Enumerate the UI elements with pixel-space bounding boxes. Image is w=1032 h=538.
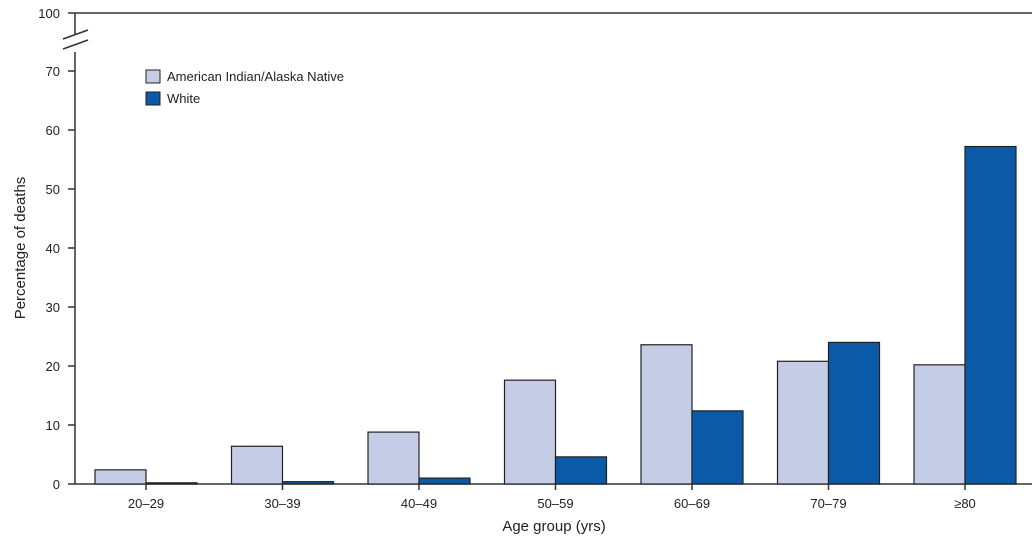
x-axis-label: Age group (yrs) xyxy=(502,518,605,535)
x-tick-label-2: 40–49 xyxy=(401,496,437,511)
axis-break-mark-1 xyxy=(62,29,89,40)
bar-white-4 xyxy=(691,410,744,485)
y-tick-label-30: 30 xyxy=(46,300,60,315)
bar-aian-5 xyxy=(776,360,830,485)
bar-aian-2 xyxy=(367,431,420,485)
bar-white-1 xyxy=(281,481,335,485)
legend: American Indian/Alaska Native White xyxy=(145,69,344,106)
x-ticks: 20–29 30–39 40–49 50–59 60–69 70–79 ≥80 xyxy=(128,484,976,511)
bar-white-3 xyxy=(554,456,608,485)
bar-aian-1 xyxy=(230,445,284,485)
axis-break-mark-2 xyxy=(62,39,89,50)
bar-aian-4 xyxy=(640,344,693,485)
bar-white-5 xyxy=(827,341,881,485)
bars xyxy=(94,145,1017,485)
y-tick-label-10: 10 xyxy=(46,418,60,433)
bar-aian-3 xyxy=(503,379,557,485)
x-tick-label-5: 70–79 xyxy=(810,496,846,511)
bar-white-2 xyxy=(418,477,471,485)
y-axis-label: Percentage of deaths xyxy=(12,177,29,320)
legend-label-aian: American Indian/Alaska Native xyxy=(167,69,344,84)
y-tick-label-0: 0 xyxy=(53,477,60,492)
legend-swatch-white xyxy=(145,91,161,106)
x-tick-label-0: 20–29 xyxy=(128,496,164,511)
bar-white-0 xyxy=(145,482,198,485)
legend-swatch-aian xyxy=(145,69,161,84)
x-tick-label-6: ≥80 xyxy=(954,496,976,511)
x-tick-label-1: 30–39 xyxy=(264,496,300,511)
bar-aian-6 xyxy=(913,364,966,485)
y-tick-label-40: 40 xyxy=(46,241,60,256)
y-tick-label-20: 20 xyxy=(46,359,60,374)
x-tick-label-3: 50–59 xyxy=(537,496,573,511)
y-tick-label-70: 70 xyxy=(46,64,60,79)
x-tick-label-4: 60–69 xyxy=(674,496,710,511)
legend-label-white: White xyxy=(167,91,200,106)
y-tick-marks xyxy=(68,12,75,485)
y-tick-label-50: 50 xyxy=(46,182,60,197)
y-tick-label-60: 60 xyxy=(46,123,60,138)
bar-white-6 xyxy=(964,145,1017,485)
y-tick-label-100: 100 xyxy=(38,6,60,21)
bar-aian-0 xyxy=(94,469,147,485)
